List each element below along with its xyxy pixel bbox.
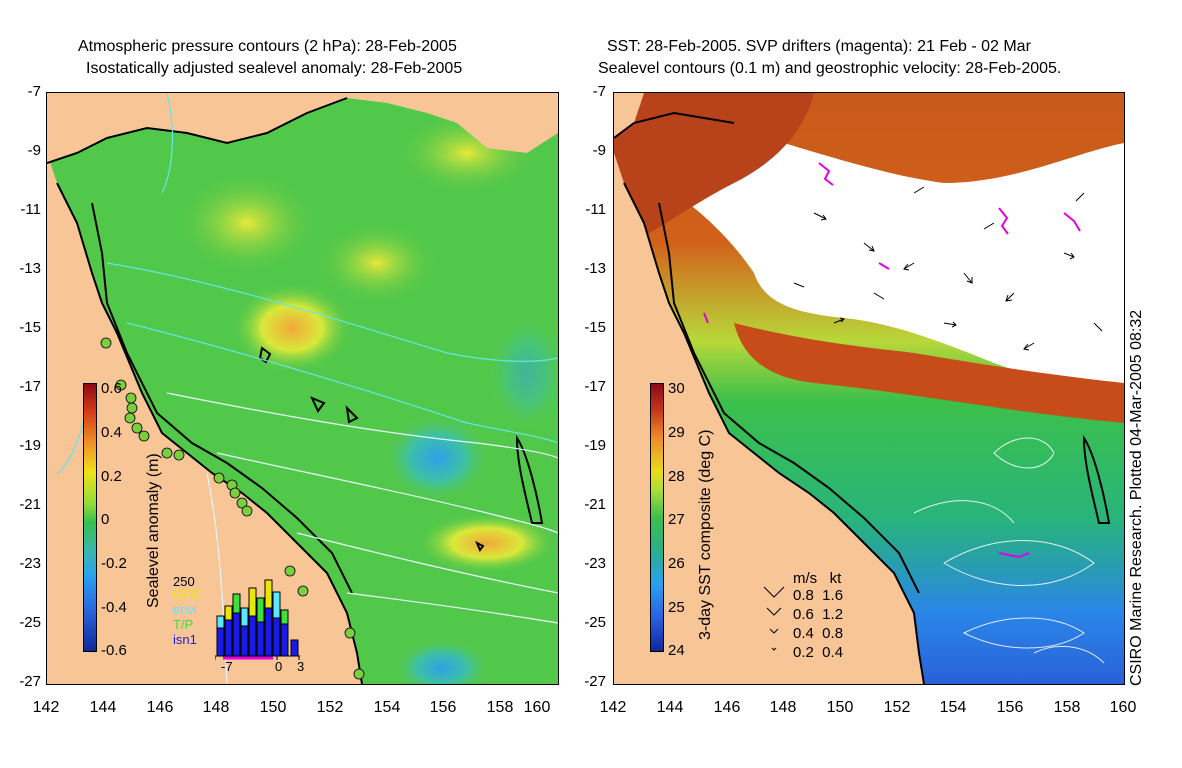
left-lon-tick: 152	[316, 699, 344, 716]
right-lat-tick: -27	[584, 673, 606, 690]
left-lon-tick: 144	[89, 699, 117, 716]
left-lon-tick: 148	[202, 699, 230, 716]
right-lat-tick: -17	[584, 378, 606, 395]
sst-colorbar-label: 3-day SST composite (deg C)	[697, 429, 714, 640]
svp-drifter-tracks	[703, 162, 1081, 559]
left-lat-tick: -9	[27, 142, 41, 159]
right-title-line2: Sealevel contours (0.1 m) and geostrophi…	[598, 60, 1062, 77]
legend-tp: T/P	[173, 617, 194, 632]
legend-gfo: GFO	[173, 587, 202, 602]
right-lon-tick: 160	[1109, 699, 1137, 716]
sla-tick-6: -0.6	[101, 642, 127, 659]
geostrophic-velocity-arrows	[793, 186, 1103, 351]
left-lon-tick: 154	[373, 699, 401, 716]
right-lat-tick: -9	[592, 142, 606, 159]
sst-tick-1: 29	[668, 424, 685, 441]
left-lat-tick: -15	[19, 319, 41, 336]
right-lat-tick: -13	[584, 260, 606, 277]
sst-map-panel	[613, 92, 1125, 685]
legend-envi: envi	[173, 602, 197, 617]
hist-xtick-3: 3	[297, 659, 305, 674]
left-lat-tick: -19	[19, 437, 41, 454]
velocity-key-header: m/s kt	[793, 570, 842, 587]
left-lon-tick: 158	[486, 699, 514, 716]
velocity-key-arrows	[763, 586, 785, 651]
right-lon-tick: 146	[713, 699, 741, 716]
sst-colorbar	[650, 383, 664, 652]
velocity-key-row: 0.2 0.4	[793, 644, 844, 661]
left-lon-tick: 150	[259, 699, 287, 716]
sst-tick-4: 26	[668, 555, 685, 572]
tide-gauge-markers	[100, 337, 365, 680]
left-lat-tick: -25	[19, 614, 41, 631]
left-lat-tick: -17	[19, 378, 41, 395]
hist-xtick-minus7: -7	[221, 659, 233, 674]
left-lat-tick: -23	[19, 555, 41, 572]
sst-tick-5: 25	[668, 599, 685, 616]
left-lat-tick: -21	[19, 496, 41, 513]
right-lon-tick: 150	[826, 699, 854, 716]
right-lat-tick: -21	[584, 496, 606, 513]
right-lon-tick: 148	[769, 699, 797, 716]
right-lon-tick: 144	[656, 699, 684, 716]
histogram-count: 250	[173, 574, 195, 589]
sealevel-colorbar	[83, 383, 97, 652]
right-title-line1: SST: 28-Feb-2005. SVP drifters (magenta)…	[607, 38, 1031, 55]
sla-tick-5: -0.4	[101, 599, 127, 616]
left-lat-tick: -7	[27, 83, 41, 100]
left-title-line2: Isostatically adjusted sealevel anomaly:…	[86, 60, 463, 77]
velocity-key-row: 0.8 1.6	[793, 587, 844, 604]
right-lat-tick: -11	[585, 201, 606, 218]
sla-tick-3: 0	[101, 511, 110, 528]
sealevel-anomaly-map	[47, 93, 558, 684]
plot-credit: CSIRO Marine Research. Plotted 04-Mar-20…	[1128, 309, 1145, 686]
right-lon-tick: 152	[883, 699, 911, 716]
sst-tick-3: 27	[668, 511, 685, 528]
left-title-line1: Atmospheric pressure contours (2 hPa): 2…	[78, 38, 457, 55]
left-lat-tick: -13	[19, 260, 41, 277]
left-lon-tick: 142	[32, 699, 60, 716]
left-lat-tick: -27	[19, 673, 41, 690]
sst-tick-0: 30	[668, 380, 685, 397]
velocity-key-row: 0.4 0.8	[793, 625, 844, 642]
right-lon-tick: 154	[939, 699, 967, 716]
right-lon-tick: 158	[1053, 699, 1081, 716]
sla-tick-1: 0.4	[101, 424, 122, 441]
left-lon-tick: 156	[429, 699, 457, 716]
legend-isn1: isn1	[173, 632, 197, 647]
hist-xtick-0: 0	[275, 659, 283, 674]
sla-tick-4: -0.2	[101, 555, 127, 572]
left-lon-tick: 160	[523, 699, 551, 716]
right-lat-tick: -15	[584, 319, 606, 336]
sealevel-map-panel	[46, 92, 559, 685]
right-lon-tick: 156	[996, 699, 1024, 716]
sst-tick-2: 28	[668, 468, 685, 485]
right-lat-tick: -7	[592, 83, 606, 100]
sla-tick-2: 0.2	[101, 468, 122, 485]
sla-tick-0: 0.6	[101, 380, 122, 397]
right-lon-tick: 142	[599, 699, 627, 716]
right-lat-tick: -23	[584, 555, 606, 572]
right-lat-tick: -19	[584, 437, 606, 454]
sst-tick-6: 24	[668, 642, 685, 659]
sealevel-colorbar-label: Sealevel anomaly (m)	[145, 453, 162, 608]
left-lon-tick: 146	[146, 699, 174, 716]
sst-composite-map	[614, 93, 1124, 684]
right-lat-tick: -25	[584, 614, 606, 631]
left-lat-tick: -11	[20, 201, 41, 218]
velocity-key-row: 0.6 1.2	[793, 606, 844, 623]
satellite-pass-histogram	[215, 579, 300, 660]
